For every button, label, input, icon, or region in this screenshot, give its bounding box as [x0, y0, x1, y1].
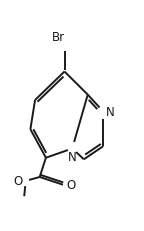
Text: O: O: [67, 178, 76, 191]
Text: N: N: [106, 106, 115, 119]
Text: Br: Br: [52, 31, 65, 44]
Text: O: O: [13, 175, 22, 188]
Text: N: N: [68, 150, 77, 163]
